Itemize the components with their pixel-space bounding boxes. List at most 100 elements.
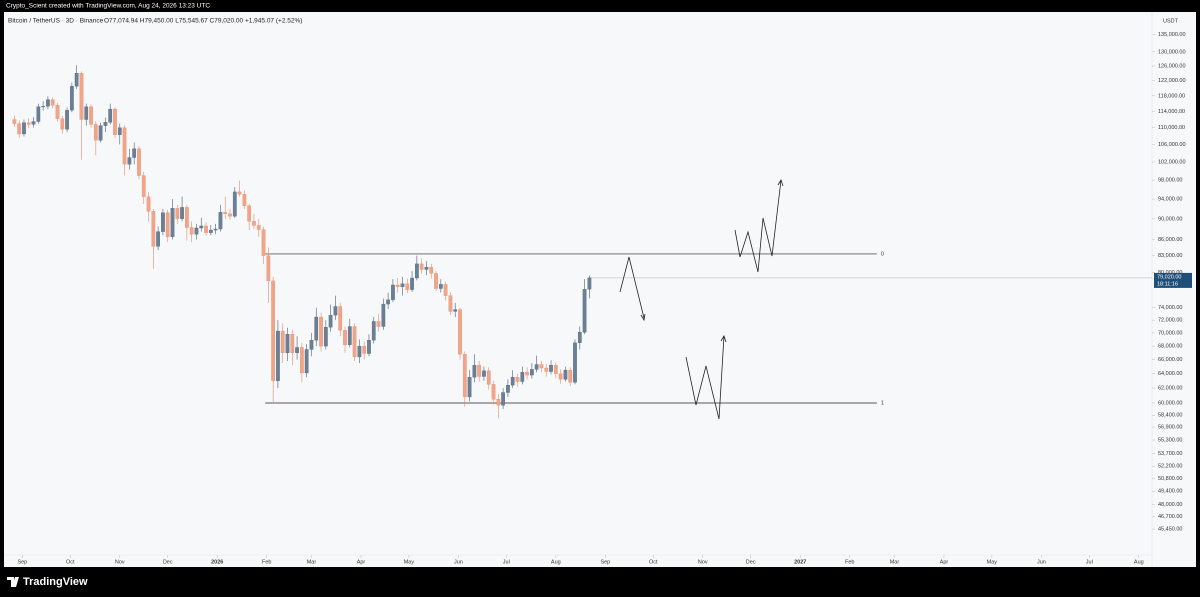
y-tick-label: 58,400.00 <box>1158 413 1182 419</box>
level-label: 0 <box>881 251 884 257</box>
level-label: 1 <box>881 400 884 406</box>
y-tick-label: 66,000.00 <box>1158 357 1182 363</box>
candle-body <box>467 377 472 398</box>
x-tick-label: 2027 <box>794 559 806 565</box>
countdown: 18:11:16 <box>1157 281 1178 287</box>
candle-body <box>194 227 199 235</box>
candle-body <box>410 277 414 290</box>
last-price-box <box>1154 272 1192 288</box>
candle-body <box>405 283 410 290</box>
candle-body <box>472 365 477 378</box>
x-tick-label: Jun <box>454 559 463 565</box>
candle-body <box>515 377 520 382</box>
candle-body <box>285 334 290 353</box>
chart-pane <box>4 12 1196 567</box>
brand: TradingView <box>23 576 88 588</box>
candle-body <box>530 369 534 376</box>
candle-body <box>185 207 189 228</box>
candle-body <box>347 326 352 345</box>
candle-body <box>108 108 113 123</box>
candle-body <box>367 339 371 354</box>
arrow-head <box>720 335 727 343</box>
candle-body <box>482 370 486 377</box>
candle-body <box>290 334 295 353</box>
y-tick-label: 72,000.00 <box>1158 318 1182 324</box>
x-tick-label: Nov <box>698 559 708 565</box>
drawings <box>619 179 784 420</box>
candle-body <box>70 86 74 111</box>
candle-body <box>22 122 26 135</box>
candle-body <box>343 330 347 345</box>
y-tick-label: 86,000.00 <box>1158 237 1182 243</box>
x-tick-label: 2026 <box>211 559 223 565</box>
candle-body <box>151 211 156 247</box>
candle-body <box>295 347 299 353</box>
candle-body <box>381 303 386 327</box>
x-tick-label: Mar <box>890 559 900 565</box>
candle-body <box>252 221 256 226</box>
x-tick-label: Aug <box>1134 559 1144 565</box>
candle-body <box>573 342 577 383</box>
x-tick-label: Jun <box>1037 559 1046 565</box>
y-tick-label: 114,000.00 <box>1158 109 1185 115</box>
candle-body <box>391 284 395 300</box>
candle-body <box>424 267 429 270</box>
candle-body <box>486 370 491 385</box>
candle-body <box>141 175 146 197</box>
projection-arrow <box>734 179 782 273</box>
ohlc-legend: O77,074.94 H79,450.00 L75,545.67 C79,020… <box>104 18 302 25</box>
y-tick-label: 118,000.00 <box>1158 93 1185 99</box>
symbol-title: Bitcoin / TetherUS · 3D · Binance <box>8 18 104 25</box>
candle-body <box>458 309 462 355</box>
x-tick-label: May <box>987 559 998 565</box>
y-tick-label: 135,000.00 <box>1158 32 1186 38</box>
candle-body <box>208 229 213 233</box>
candle-body <box>549 365 553 372</box>
y-tick-label: 70,000.00 <box>1158 330 1182 336</box>
y-tick-label: 90,000.00 <box>1158 216 1182 222</box>
candle-body <box>237 191 242 195</box>
candle-body <box>491 384 496 400</box>
candle-body <box>50 99 55 106</box>
candle-body <box>386 299 390 305</box>
candle-body <box>587 277 592 290</box>
candle-body <box>31 121 36 125</box>
candle-body <box>338 306 343 331</box>
candle-body <box>180 207 184 219</box>
candle-body <box>261 229 266 256</box>
candle-body <box>496 399 501 406</box>
candle-body <box>213 228 218 231</box>
y-tick-label: 130,000.00 <box>1158 49 1186 55</box>
x-tick-label: Feb <box>262 559 271 565</box>
candle-body <box>506 385 510 393</box>
candle-body <box>323 327 328 347</box>
candle-body <box>247 205 252 222</box>
y-tick-label: 126,000.00 <box>1158 63 1186 69</box>
candle-body <box>300 347 304 374</box>
candle-body <box>127 157 132 165</box>
y-tick-label: 46,700.00 <box>1158 514 1182 520</box>
x-tick-label: Apr <box>940 559 949 565</box>
candle-body <box>122 127 127 165</box>
x-tick-label: Jul <box>1086 559 1093 565</box>
y-tick-label: 102,000.00 <box>1158 159 1186 165</box>
x-tick-label: Mar <box>307 559 317 565</box>
candle-body <box>89 106 93 125</box>
candle-body <box>462 354 467 398</box>
candle-body <box>280 330 285 353</box>
y-tick-label: 94,000.00 <box>1158 197 1182 203</box>
candle-body <box>501 392 505 406</box>
candle-body <box>544 367 549 372</box>
x-tick-label: Sep <box>600 559 610 565</box>
candle-body <box>46 99 50 107</box>
y-tick-label: 98,000.00 <box>1158 178 1182 184</box>
last-price-label: 79,020.00 <box>1157 274 1181 280</box>
candle-body <box>117 127 122 135</box>
candle-body <box>113 108 117 135</box>
candle-body <box>415 263 419 279</box>
candle-body <box>276 330 280 381</box>
x-tick-label: Oct <box>66 559 75 565</box>
watermark: Crypto_Scient created with TradingView.c… <box>6 3 210 10</box>
x-tick-label: Dec <box>163 559 173 565</box>
